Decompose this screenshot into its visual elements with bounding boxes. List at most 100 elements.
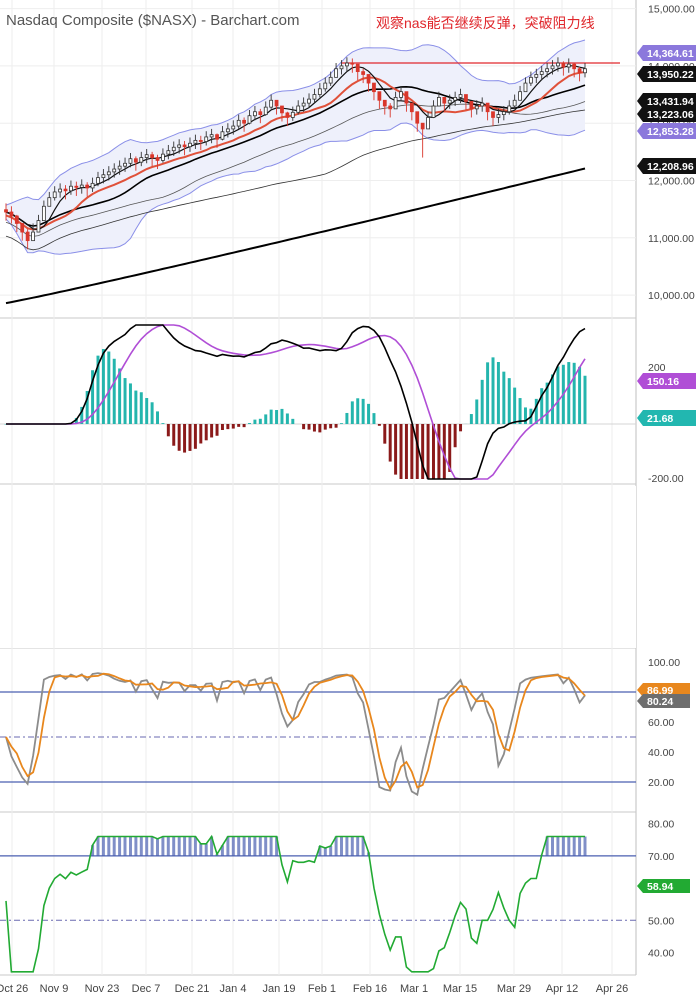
candle-body [399,91,403,98]
macd-histogram-bar [350,401,354,424]
candle-body [177,144,182,148]
x-tick-label: Mar 29 [497,983,531,995]
candle-body [339,65,344,70]
macd-histogram-bar [399,424,403,479]
candle-body [52,191,57,199]
macd-histogram-bar [334,424,338,428]
macd-histogram-bar [220,424,224,431]
stoch-y-tick-label: 100.00 [648,657,680,669]
price-label: 14,364.61 [647,48,694,60]
stoch-y-tick-label: 40.00 [648,747,674,759]
candle-body [409,102,414,113]
macd-histogram-bar [345,412,349,424]
macd-histogram-bar [307,424,311,430]
macd-histogram-bar [145,398,149,424]
candle-body [171,146,176,152]
candle-body [307,98,311,104]
candle-body [550,65,555,70]
candle-body [572,63,577,70]
price-label: 12,853.28 [647,126,694,138]
price-y-tick-label: 10,000.00 [648,290,695,302]
axis-layer: Oct 26 Nov 9 Nov 23 Dec 7 Dec 21 Jan 4 Jan 19 F… [0,4,695,995]
macd-histogram-bar [442,424,446,479]
macd-histogram-bar [394,424,398,475]
candle-body [290,111,295,118]
candle-body [561,62,566,68]
chart-annotation: 观察nas能否继续反弹，突破阻力线 [376,15,595,31]
stoch-d-line [5,672,586,791]
macd-histogram-bar [410,424,414,479]
rsi-y-tick-label: 40.00 [648,947,674,959]
price-panel [4,39,620,305]
price-y-tick-label: 12,000.00 [648,175,695,187]
rsi-value-box [637,879,690,893]
rsi-y-tick-label: 50.00 [648,915,674,927]
candle-body [14,215,19,224]
candle-body [155,157,160,161]
macd-histogram-bar [453,424,457,448]
macd-histogram-bar [242,424,246,428]
candle-body [47,197,52,207]
macd-histogram-bar [356,398,360,424]
macd-histogram-bar [545,382,549,424]
macd-histogram-bar [161,423,165,424]
ma-200-line [5,167,586,305]
candle-body [193,139,198,144]
x-tick-label: Feb 1 [308,983,336,995]
price-label-box [637,123,696,139]
macd-histogram-bar [118,368,122,424]
stochastic-panel [0,672,636,797]
macd-value-box [637,410,696,426]
candle-body [355,63,360,73]
candle-body [404,91,409,104]
candle-body [323,82,328,90]
x-tick-label: Oct 26 [0,983,28,995]
candle-body [285,112,290,118]
macd-histogram-bar [80,406,84,424]
candle-body [350,62,355,65]
macd-histogram-bar [166,424,170,437]
x-tick-label: Nov 9 [40,983,69,995]
bollinger-band-fill [6,40,585,255]
macd-histogram-bar [302,424,306,430]
candle-body [415,111,420,124]
macd-histogram-bar [507,378,511,424]
candle-body [20,223,25,233]
x-tick-label: Jan 19 [262,983,295,995]
candle-body [63,188,68,192]
candle-body [198,139,203,142]
macd-histogram-bar [459,424,463,432]
macd-histogram-bar [377,424,381,426]
macd-histogram-bar [421,424,425,479]
macd-histogram-bar [367,403,371,424]
macd-histogram-bar [551,374,555,424]
price-label-box [637,158,696,174]
candle-body [485,102,490,113]
macd-histogram-bar [275,410,279,424]
macd-histogram-bar [204,424,208,441]
candle-body [236,119,241,127]
candle-body [382,99,387,107]
candle-body [58,188,63,193]
macd-histogram-bar [280,408,284,424]
candle-body [491,111,495,118]
macd-histogram-bar [318,424,322,433]
stoch-value-label: 80.24 [647,696,673,708]
candle-body [274,99,279,107]
candle-body [128,158,133,164]
candle-body [420,122,425,130]
chart-title: Nasdaq Composite ($NASX) - Barchart.com [6,12,299,29]
macd-histogram-bar [128,383,132,424]
candle-body [253,111,257,117]
candle-body [437,97,441,107]
candle-body [112,168,117,173]
macd-histogram-bar [437,424,441,479]
candle-body [577,68,582,74]
candle-body [518,91,522,101]
x-tick-label: Apr 12 [546,983,578,995]
macd-histogram-bar [226,424,230,430]
macd-histogram-bar [431,424,435,479]
candle-body [545,68,550,73]
